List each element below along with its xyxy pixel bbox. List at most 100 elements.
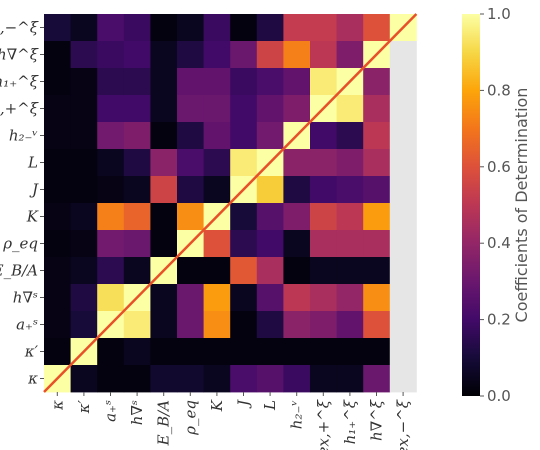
heatmap-cell bbox=[283, 41, 311, 69]
heatmap-cell bbox=[203, 149, 231, 177]
heatmap-cell bbox=[389, 68, 417, 96]
heatmap-cell bbox=[44, 230, 71, 258]
heatmap-cell bbox=[123, 365, 151, 393]
colorbar-label: Coefficients of Determination bbox=[512, 88, 531, 323]
heatmap-cell bbox=[150, 68, 178, 96]
heatmap-cell bbox=[177, 338, 204, 366]
x-tick-label: h∇^ξ bbox=[368, 399, 386, 441]
heatmap-cell bbox=[177, 95, 204, 123]
heatmap-cell bbox=[44, 176, 71, 204]
heatmap-cell bbox=[363, 149, 391, 177]
y-tick-label: h∇ˢ bbox=[13, 289, 38, 307]
x-tick-label: a₊ˢ bbox=[102, 400, 120, 422]
heatmap-cell bbox=[363, 338, 391, 366]
heatmap-cell bbox=[256, 176, 284, 204]
heatmap-cell bbox=[70, 122, 98, 150]
heatmap-cell bbox=[123, 230, 151, 258]
heatmap-cell bbox=[310, 311, 337, 339]
heatmap-cell bbox=[363, 257, 391, 285]
y-tick-label: h∇^ξ bbox=[0, 46, 39, 64]
heatmap-cell bbox=[123, 41, 151, 69]
heatmap-cell bbox=[97, 257, 125, 285]
colorbar-tick-label: 0.8 bbox=[487, 81, 511, 99]
heatmap-cell bbox=[389, 176, 417, 204]
heatmap-cell bbox=[177, 122, 204, 150]
heatmap-cell bbox=[203, 284, 231, 312]
heatmap-cell bbox=[363, 95, 391, 123]
heatmap-cell bbox=[230, 68, 258, 96]
heatmap-cell bbox=[389, 203, 417, 231]
heatmap-cell bbox=[310, 257, 337, 285]
heatmap-cell bbox=[70, 257, 98, 285]
heatmap-cell bbox=[203, 41, 231, 69]
heatmap-cell bbox=[203, 230, 231, 258]
x-tick-label: h₂₋ᵛ bbox=[288, 400, 306, 429]
heatmap-cell bbox=[177, 68, 204, 96]
heatmap-cell bbox=[44, 338, 71, 366]
heatmap-cell bbox=[97, 230, 125, 258]
heatmap-cell bbox=[336, 176, 364, 204]
heatmap-cell bbox=[310, 122, 337, 150]
heatmap-cell bbox=[283, 311, 311, 339]
heatmap-cell bbox=[256, 311, 284, 339]
heatmap-cell bbox=[256, 68, 284, 96]
heatmap-cell bbox=[230, 365, 258, 393]
heatmap-cell bbox=[44, 311, 71, 339]
heatmap-cell bbox=[150, 41, 178, 69]
heatmap-cell bbox=[256, 284, 284, 312]
heatmap-cell bbox=[44, 257, 71, 285]
x-tick-label: h₁₊^ξ bbox=[341, 399, 359, 444]
heatmap-cell bbox=[44, 284, 71, 312]
heatmap-cell bbox=[97, 95, 125, 123]
heatmap-cell bbox=[230, 257, 258, 285]
heatmap-cell bbox=[150, 284, 178, 312]
heatmap-cell bbox=[203, 176, 231, 204]
heatmap-cell bbox=[150, 203, 178, 231]
x-tick-label: ρ_eq bbox=[181, 400, 199, 436]
heatmap-cell bbox=[203, 14, 231, 42]
heatmap-cell bbox=[123, 257, 151, 285]
heatmap-cell bbox=[336, 284, 364, 312]
x-tick-label: κ′ bbox=[75, 399, 93, 414]
heatmap-cell bbox=[336, 149, 364, 177]
heatmap-cell bbox=[70, 95, 98, 123]
heatmap-cell bbox=[389, 338, 417, 366]
heatmap-cell bbox=[97, 149, 125, 177]
heatmap-cell bbox=[70, 14, 98, 42]
heatmap-cell bbox=[70, 365, 98, 393]
heatmap-cell bbox=[363, 122, 391, 150]
heatmap-cell bbox=[177, 257, 204, 285]
heatmap-cell bbox=[123, 176, 151, 204]
heatmap-cell bbox=[203, 338, 231, 366]
heatmap-cell bbox=[123, 338, 151, 366]
heatmap-cell bbox=[44, 149, 71, 177]
heatmap-cell bbox=[336, 41, 364, 69]
heatmap-cell bbox=[336, 14, 364, 42]
heatmap-cell bbox=[177, 284, 204, 312]
heatmap-cell bbox=[310, 176, 337, 204]
heatmap-cell bbox=[363, 284, 391, 312]
heatmap-cell bbox=[150, 176, 178, 204]
x-tick-label: f_ex,−^ξ bbox=[394, 399, 412, 450]
heatmap-cell bbox=[123, 14, 151, 42]
heatmap-cell bbox=[256, 365, 284, 393]
heatmap-cell bbox=[123, 122, 151, 150]
diagonal-line bbox=[43, 13, 418, 393]
heatmap-cell bbox=[203, 68, 231, 96]
heatmap-cell bbox=[336, 230, 364, 258]
heatmap-cell bbox=[177, 41, 204, 69]
heatmap-cell bbox=[283, 14, 311, 42]
heatmap-cell bbox=[336, 122, 364, 150]
heatmap-cell bbox=[150, 95, 178, 123]
heatmap-cell bbox=[256, 203, 284, 231]
heatmap-cell bbox=[230, 95, 258, 123]
heatmap-cell bbox=[70, 284, 98, 312]
heatmap-cell bbox=[150, 14, 178, 42]
heatmap-cell bbox=[230, 284, 258, 312]
heatmap-cell bbox=[336, 257, 364, 285]
heatmap-cell bbox=[44, 122, 71, 150]
colorbar-ticks: 0.0 0.2 0.4 0.6 0.8 1.0 bbox=[480, 5, 511, 405]
heatmap-cell bbox=[363, 365, 391, 393]
